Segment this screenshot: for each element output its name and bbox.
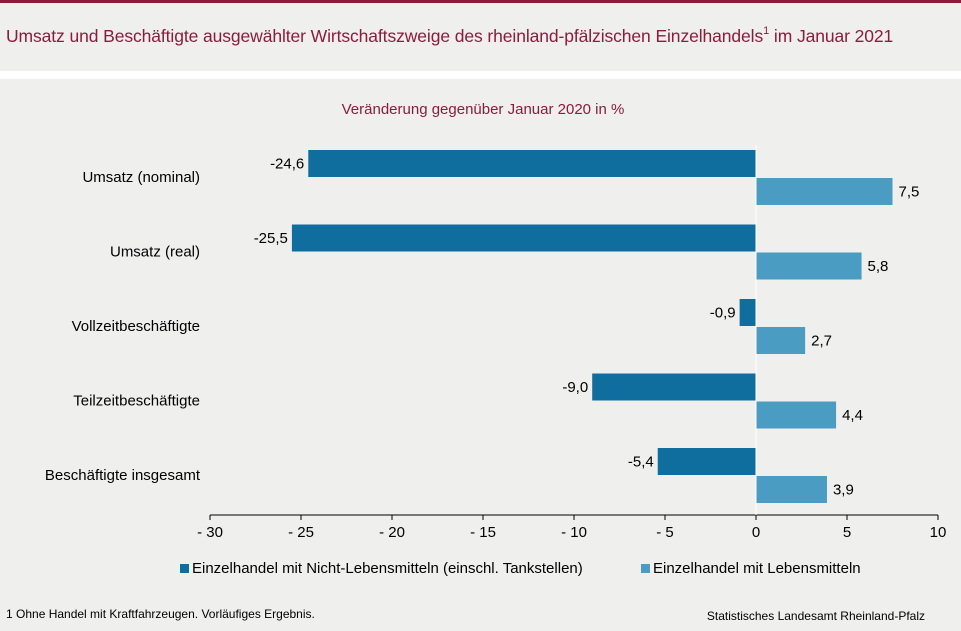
- x-tick-label-0: - 30: [197, 524, 223, 541]
- x-tick-label-7: 5: [843, 524, 851, 541]
- bar-food-3: [756, 401, 837, 429]
- chart-legend: Einzelhandel mit Nicht-Lebensmitteln (ei…: [0, 560, 961, 580]
- title-text: Umsatz und Beschäftigte ausgewählter Wir…: [6, 26, 764, 46]
- category-label-1: Umsatz (real): [110, 244, 200, 261]
- bar-chart: Veränderung gegenüber Januar 2020 in % -2…: [45, 101, 947, 541]
- bar-non-food-4: [657, 448, 756, 475]
- category-label-2: Vollzeitbeschäftigte: [72, 318, 200, 335]
- data-label-non-food-0: -24,6: [270, 156, 304, 173]
- category-label-4: Beschäftigte insgesamt: [45, 467, 201, 484]
- x-tick-label-4: - 10: [561, 524, 587, 541]
- category-label-3: Teilzeitbeschäftigte: [73, 393, 200, 410]
- title-footnote-mark: 1: [763, 25, 770, 38]
- data-label-food-1: 5,8: [868, 258, 889, 275]
- footnote: 1 Ohne Handel mit Kraftfahrzeugen. Vorlä…: [6, 607, 315, 621]
- data-label-food-2: 2,7: [811, 333, 832, 350]
- top-rule: [0, 0, 961, 3]
- bar-food-0: [756, 178, 893, 205]
- data-label-non-food-4: -5,4: [628, 454, 654, 471]
- data-label-non-food-1: -25,5: [254, 230, 288, 247]
- bar-non-food-1: [291, 224, 756, 252]
- x-tick-label-8: 10: [930, 524, 947, 541]
- category-label-0: Umsatz (nominal): [82, 169, 200, 186]
- bar-food-1: [756, 252, 862, 280]
- bar-non-food-3: [592, 373, 756, 401]
- bar-non-food-2: [739, 299, 756, 326]
- legend-label-food: Einzelhandel mit Lebensmitteln: [653, 560, 861, 577]
- chart-subtitle: Veränderung gegenüber Januar 2020 in %: [342, 101, 625, 118]
- x-tick-label-2: - 20: [379, 524, 405, 541]
- source-credit: Statistisches Landesamt Rheinland-Pfalz: [706, 609, 925, 623]
- data-label-non-food-2: -0,9: [710, 305, 736, 322]
- data-label-food-0: 7,5: [899, 184, 920, 201]
- bar-non-food-0: [308, 150, 756, 177]
- bar-food-4: [756, 476, 827, 503]
- bar-food-2: [756, 327, 806, 354]
- x-tick-label-5: - 5: [656, 524, 674, 541]
- x-tick-label-1: - 25: [288, 524, 314, 541]
- legend-swatch-food: [641, 564, 650, 573]
- header-divider: [0, 71, 961, 79]
- legend-label-non-food: Einzelhandel mit Nicht-Lebensmitteln (ei…: [192, 560, 583, 577]
- legend-swatch-non-food: [180, 564, 189, 573]
- data-label-food-3: 4,4: [842, 407, 863, 424]
- page-title: Umsatz und Beschäftigte ausgewählter Wir…: [6, 25, 961, 47]
- x-tick-label-6: 0: [752, 524, 760, 541]
- data-label-non-food-3: -9,0: [562, 379, 588, 396]
- data-label-food-4: 3,9: [833, 482, 854, 499]
- title-suffix: im Januar 2021: [769, 26, 894, 46]
- x-tick-label-3: - 15: [470, 524, 496, 541]
- legend-item-non-food: Einzelhandel mit Nicht-Lebensmitteln (ei…: [180, 560, 583, 577]
- legend-item-food: Einzelhandel mit Lebensmitteln: [641, 560, 861, 577]
